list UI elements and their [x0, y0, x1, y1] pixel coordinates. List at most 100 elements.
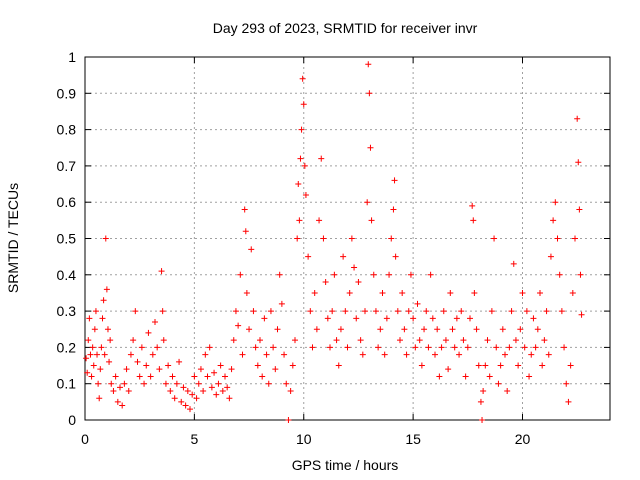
data-point [178, 398, 185, 405]
data-point [100, 297, 107, 304]
data-point [287, 387, 294, 394]
data-point [152, 318, 158, 325]
data-point [294, 235, 301, 242]
y-tick-label: 0.9 [57, 85, 77, 101]
data-point [182, 402, 189, 409]
data-point [453, 315, 460, 322]
data-point [508, 308, 515, 315]
data-point [340, 253, 347, 260]
data-point [576, 206, 583, 213]
data-point [136, 373, 143, 380]
data-point [333, 337, 340, 344]
data-point [386, 271, 393, 278]
data-point [322, 279, 329, 286]
data-point [318, 155, 325, 162]
data-point [462, 373, 469, 380]
data-point [121, 380, 128, 387]
data-point [331, 271, 338, 278]
data-point [313, 326, 320, 333]
data-point [193, 395, 200, 402]
data-point [534, 326, 541, 333]
data-point [405, 308, 412, 315]
data-point [407, 271, 414, 278]
data-point [107, 337, 114, 344]
data-point [278, 300, 285, 307]
data-point [289, 362, 296, 369]
data-point [265, 380, 272, 387]
x-tick-label: 10 [296, 431, 312, 447]
data-point [517, 326, 524, 333]
data-point [101, 351, 108, 358]
data-point [477, 398, 484, 405]
data-point [141, 380, 148, 387]
data-point [401, 326, 408, 333]
data-point [372, 308, 379, 315]
data-point [578, 311, 585, 318]
data-point [484, 337, 491, 344]
data-point [575, 159, 582, 166]
data-point [504, 387, 511, 394]
data-point [299, 75, 306, 82]
data-point [132, 308, 139, 315]
data-point [537, 289, 543, 296]
grid [85, 57, 610, 420]
data-point [346, 289, 353, 296]
data-point [351, 264, 358, 271]
data-point [156, 366, 163, 373]
axis-ticks: 00.10.20.30.40.50.60.70.80.910 5 10 15 20 [57, 49, 610, 447]
data-point [83, 355, 90, 362]
data-point [488, 308, 495, 315]
y-tick-label: 0.3 [57, 303, 77, 319]
data-point [442, 337, 449, 344]
data-point [235, 322, 242, 329]
data-point [274, 326, 281, 333]
data-points [83, 61, 585, 423]
data-point [403, 351, 410, 358]
data-point [160, 337, 167, 344]
data-point [180, 384, 187, 391]
data-point [169, 373, 176, 380]
data-point [87, 351, 94, 358]
data-point [327, 344, 333, 351]
data-point [432, 351, 438, 358]
data-point [202, 351, 209, 358]
data-point [171, 395, 178, 402]
data-point [458, 308, 465, 315]
data-point [222, 373, 228, 380]
data-point [213, 391, 220, 398]
data-point [89, 344, 96, 351]
data-point [392, 253, 399, 260]
data-point [184, 387, 191, 394]
data-point [423, 308, 430, 315]
data-point [493, 344, 500, 351]
data-point [263, 351, 270, 358]
data-point [292, 337, 298, 344]
data-point [370, 271, 377, 278]
data-point [165, 362, 172, 369]
data-point [390, 206, 397, 213]
data-point [147, 373, 154, 380]
data-point [217, 362, 224, 369]
data-point [486, 373, 493, 380]
data-point [110, 387, 117, 394]
data-point [302, 191, 309, 198]
data-point [143, 362, 150, 369]
data-point [123, 366, 130, 373]
data-point [563, 380, 570, 387]
data-point [367, 144, 374, 151]
data-point [574, 115, 581, 122]
y-tick-label: 0.2 [57, 339, 77, 355]
data-point [195, 380, 202, 387]
x-tick-label: 5 [190, 431, 198, 447]
data-point [388, 235, 395, 242]
data-point [85, 337, 92, 344]
data-point [399, 289, 406, 296]
data-point [108, 380, 115, 387]
data-point [243, 289, 250, 296]
data-point [521, 344, 528, 351]
data-point [232, 308, 239, 315]
data-point [281, 351, 288, 358]
data-point [309, 344, 316, 351]
data-point [208, 384, 215, 391]
data-point [167, 387, 174, 394]
